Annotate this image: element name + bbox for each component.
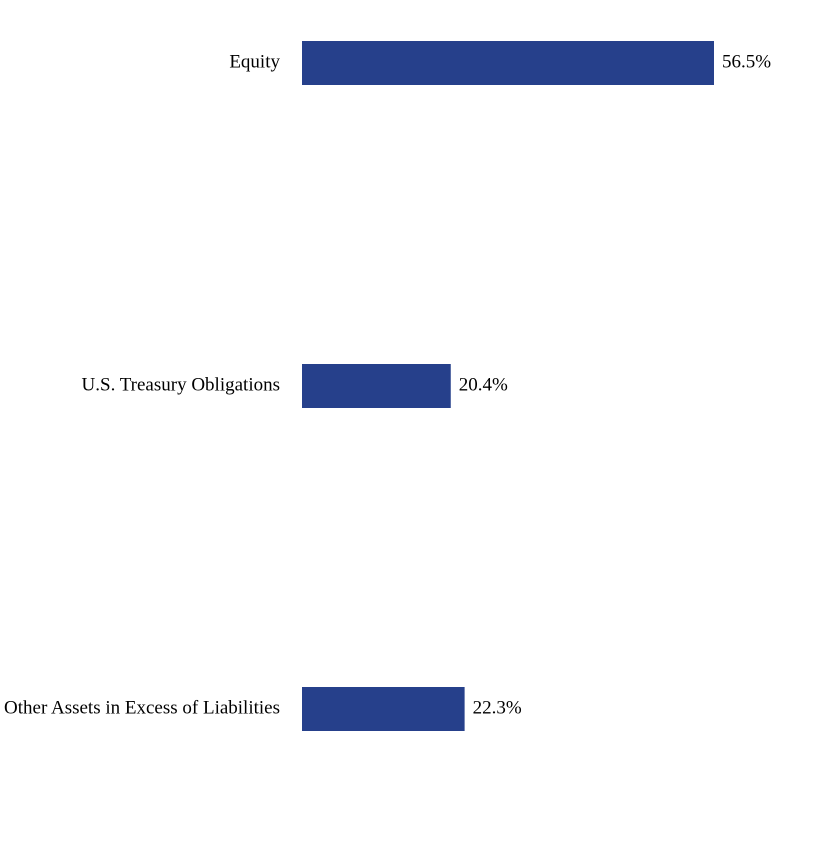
- value-label: 56.5%: [722, 51, 771, 72]
- category-label: Other Assets in Excess of Liabilities: [4, 697, 280, 718]
- category-label: U.S. Treasury Obligations: [82, 374, 280, 395]
- bar: [302, 41, 714, 85]
- value-label: 22.3%: [473, 697, 522, 718]
- category-label: Equity: [229, 51, 280, 72]
- bar: [302, 687, 465, 731]
- value-label: 20.4%: [459, 374, 508, 395]
- bar: [302, 364, 451, 408]
